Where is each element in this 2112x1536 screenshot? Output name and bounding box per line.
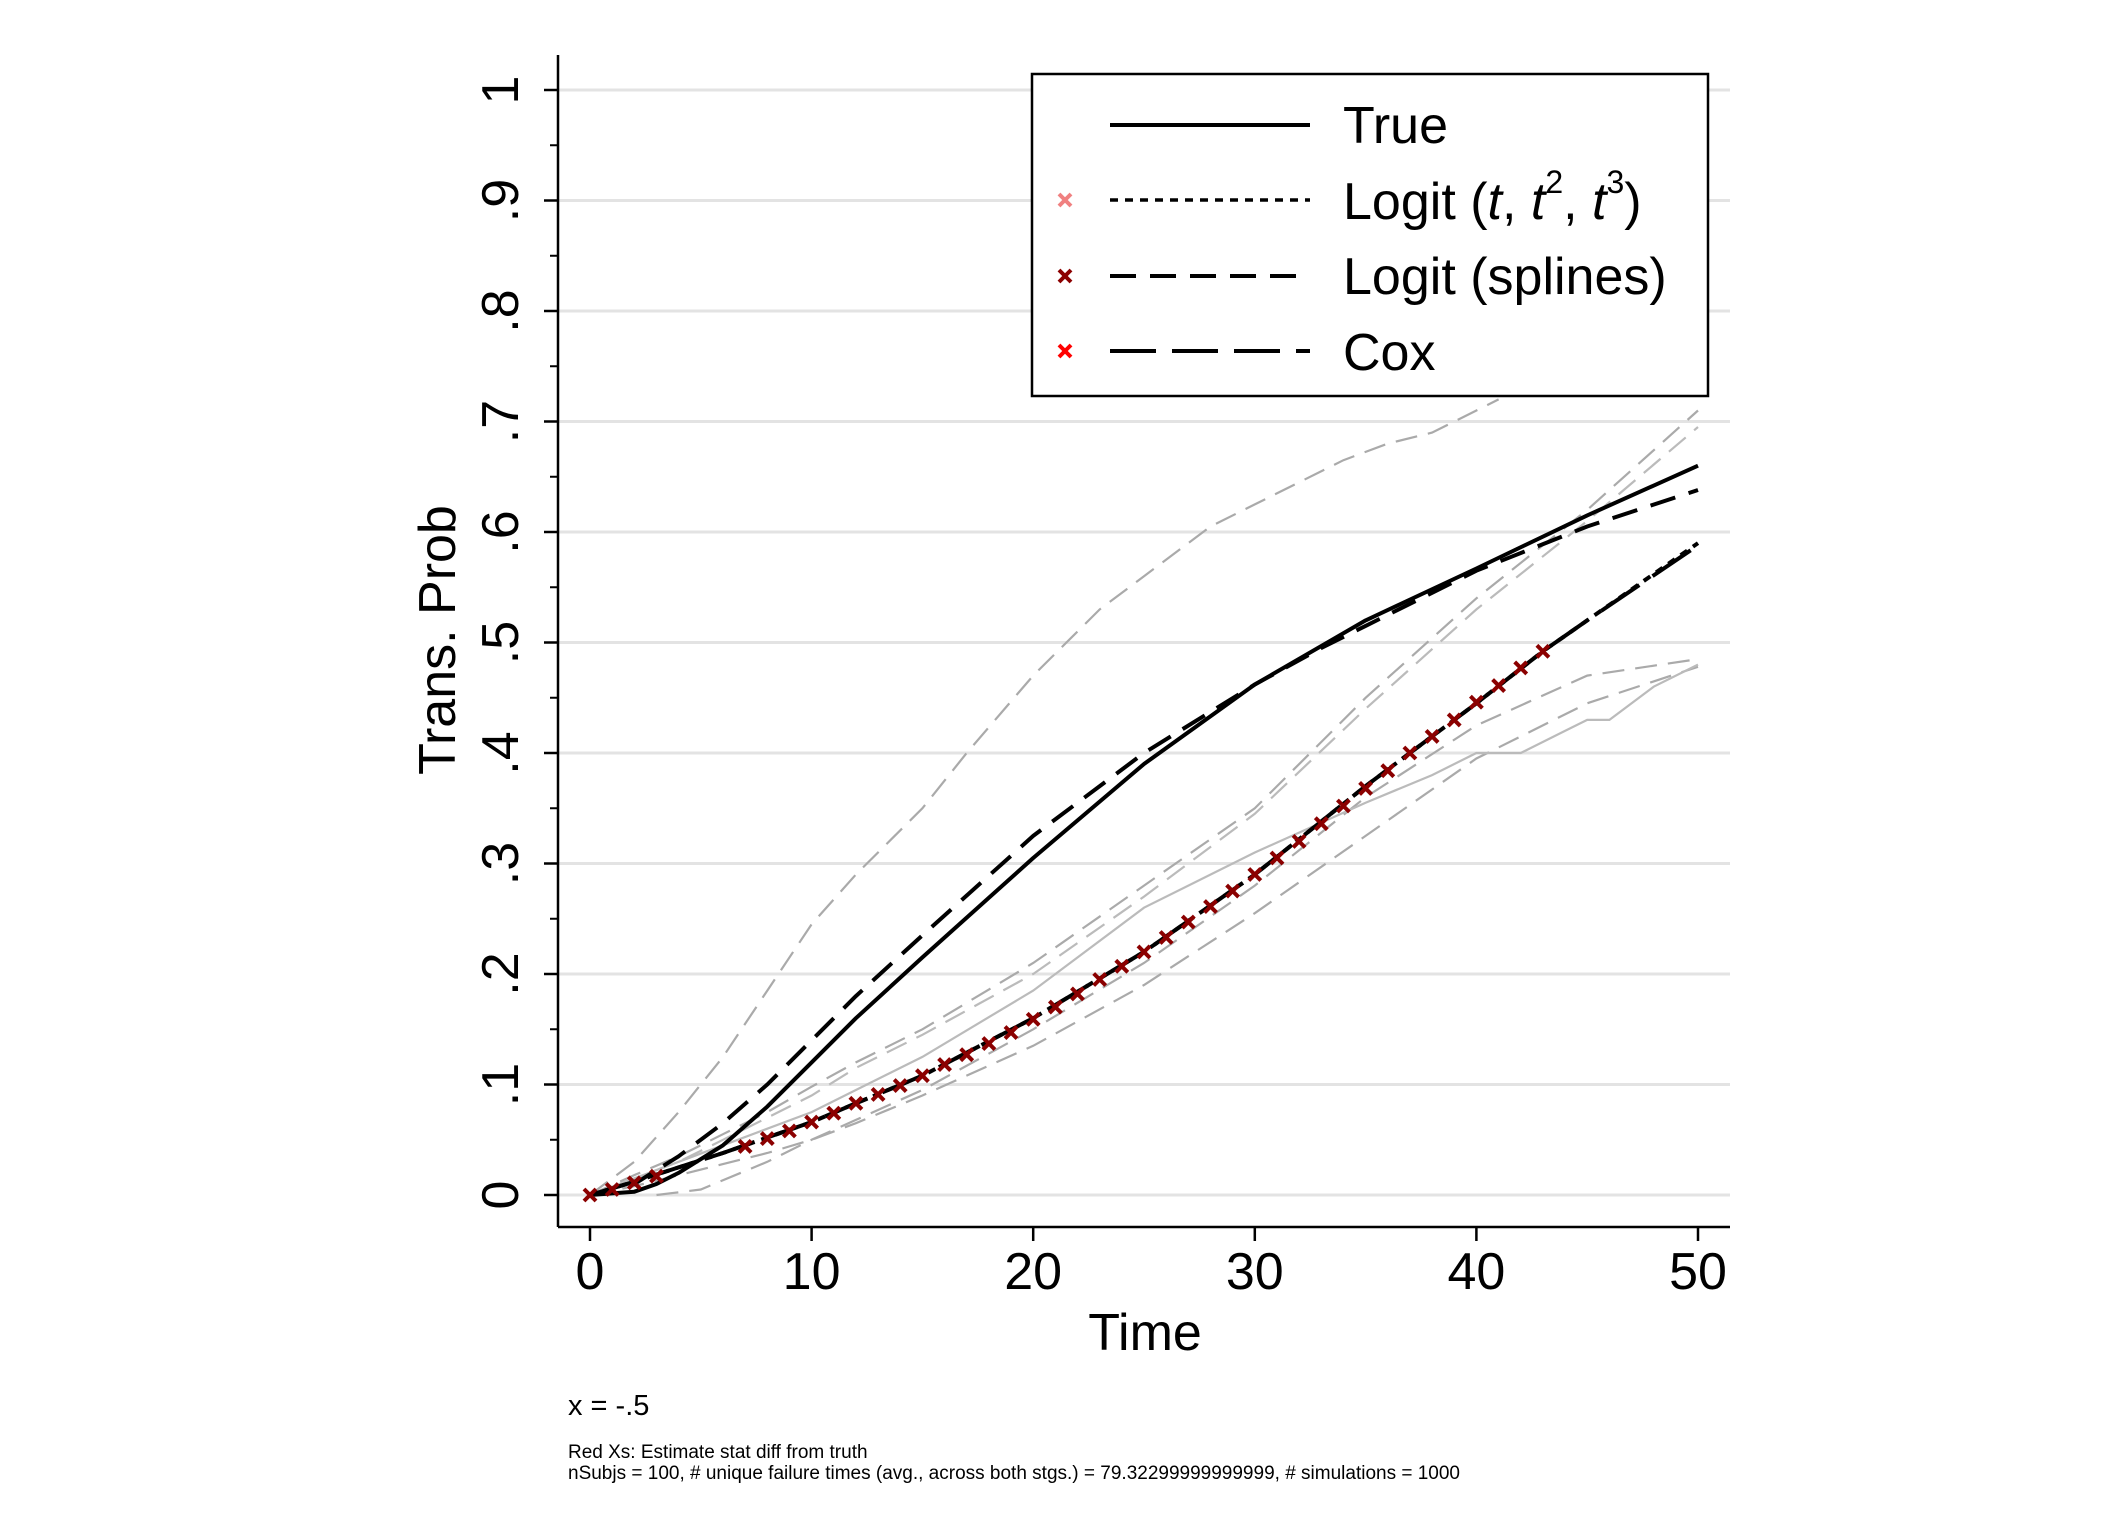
marker-x-12 <box>914 1068 930 1084</box>
marker-x-36 <box>1446 712 1462 728</box>
y-tick-label-3: .3 <box>472 842 530 885</box>
marker-x-30 <box>1313 816 1329 832</box>
marker-x-13 <box>937 1057 953 1073</box>
marker-x-5 <box>759 1131 775 1147</box>
marker-x-18 <box>1047 999 1063 1015</box>
series-line-2 <box>589 543 1700 1197</box>
marker-x-9 <box>848 1095 864 1111</box>
band-line-1 <box>656 658 1699 1197</box>
marker-x-14 <box>959 1047 975 1063</box>
band-line-0 <box>589 398 1500 1196</box>
legend-label-true: True <box>1343 97 1448 155</box>
y-tick-label-8: .8 <box>472 289 530 332</box>
marker-x-39 <box>1513 660 1529 676</box>
marker-x-6 <box>781 1123 797 1139</box>
marker-x-7 <box>804 1114 820 1130</box>
legend-label-logit-poly: Logit (t, t2, t3) <box>1343 164 1642 231</box>
legend-label-cox: Cox <box>1343 324 1435 382</box>
series-lines <box>589 463 1700 1197</box>
significance-markers <box>582 643 1551 1203</box>
y-tick-label-7: .7 <box>472 400 530 443</box>
y-tick-label-6: .6 <box>472 510 530 553</box>
y-tick-label-2: .2 <box>472 952 530 995</box>
y-tick-label-9: .9 <box>472 179 530 222</box>
marker-x-0 <box>582 1187 598 1203</box>
band-line-3 <box>589 409 1699 1197</box>
marker-x-29 <box>1291 833 1307 849</box>
marker-x-33 <box>1380 763 1396 779</box>
marker-x-10 <box>870 1086 886 1102</box>
axes <box>556 55 1730 1229</box>
series-line-1 <box>589 488 1699 1197</box>
marker-x-26 <box>1225 883 1241 899</box>
band-line-2 <box>589 665 1699 1197</box>
marker-x-1 <box>604 1182 620 1197</box>
marker-x-28 <box>1269 850 1285 866</box>
legend-marker-logit-splines <box>1057 268 1073 284</box>
marker-x-3 <box>649 1168 664 1184</box>
y-axis-title: Trans. Prob <box>409 505 467 775</box>
y-tick-label-5: .5 <box>472 621 530 664</box>
marker-x-17 <box>1025 1011 1041 1027</box>
x-tick-label-0: 0 <box>576 1243 605 1301</box>
band-line-5 <box>589 663 1699 1197</box>
x-tick-label-3: 30 <box>1226 1243 1284 1301</box>
y-tick-label-0: 0 <box>472 1181 530 1210</box>
note-subtitle: x = -.5 <box>568 1390 649 1422</box>
legend: True Logit (t, t2, t3) Logit (splines) C… <box>1030 72 1710 398</box>
marker-x-38 <box>1491 678 1507 694</box>
marker-x-2 <box>626 1175 642 1191</box>
marker-x-40 <box>1535 643 1551 659</box>
marker-x-19 <box>1070 986 1085 1002</box>
band-line-4 <box>589 426 1699 1197</box>
simulation-bands <box>589 398 1699 1197</box>
marker-x-31 <box>1335 798 1351 814</box>
marker-x-21 <box>1114 958 1130 974</box>
marker-x-15 <box>981 1036 997 1052</box>
marker-x-32 <box>1358 780 1374 796</box>
y-tick-label-10: 1 <box>472 76 530 105</box>
marker-x-37 <box>1468 694 1484 710</box>
y-tick-label-4: .4 <box>472 731 530 774</box>
x-tick-label-2: 20 <box>1004 1243 1062 1301</box>
note-line-2: nSubjs = 100, # unique failure times (av… <box>568 1463 1460 1484</box>
legend-marker-logit-poly <box>1057 192 1073 208</box>
ticks: 0.1.2.3.4.5.6.7.8.910 10 20 30 40 50 <box>472 76 1727 1301</box>
marker-x-20 <box>1092 972 1108 987</box>
marker-x-23 <box>1158 930 1174 945</box>
marker-x-16 <box>1003 1025 1019 1041</box>
marker-x-24 <box>1180 914 1196 930</box>
marker-x-8 <box>826 1105 842 1121</box>
x-tick-label-1: 10 <box>783 1243 841 1301</box>
marker-x-27 <box>1247 867 1263 882</box>
x-axis-title: Time <box>1088 1304 1202 1362</box>
legend-marker-cox <box>1057 343 1073 359</box>
note-line-1: Red Xs: Estimate stat diff from truth <box>568 1442 868 1463</box>
legend-box <box>1030 72 1710 398</box>
marker-x-35 <box>1424 728 1440 744</box>
legend-label-logit-splines: Logit (splines) <box>1343 248 1667 306</box>
marker-x-34 <box>1402 745 1418 761</box>
marker-x-11 <box>892 1078 908 1094</box>
series-line-0 <box>589 463 1699 1197</box>
marker-x-22 <box>1136 944 1152 960</box>
x-tick-label-4: 40 <box>1447 1243 1505 1301</box>
marker-x-25 <box>1203 899 1218 915</box>
x-tick-label-5: 50 <box>1669 1243 1727 1301</box>
y-tick-label-1: .1 <box>472 1063 530 1106</box>
marker-x-4 <box>737 1138 753 1154</box>
